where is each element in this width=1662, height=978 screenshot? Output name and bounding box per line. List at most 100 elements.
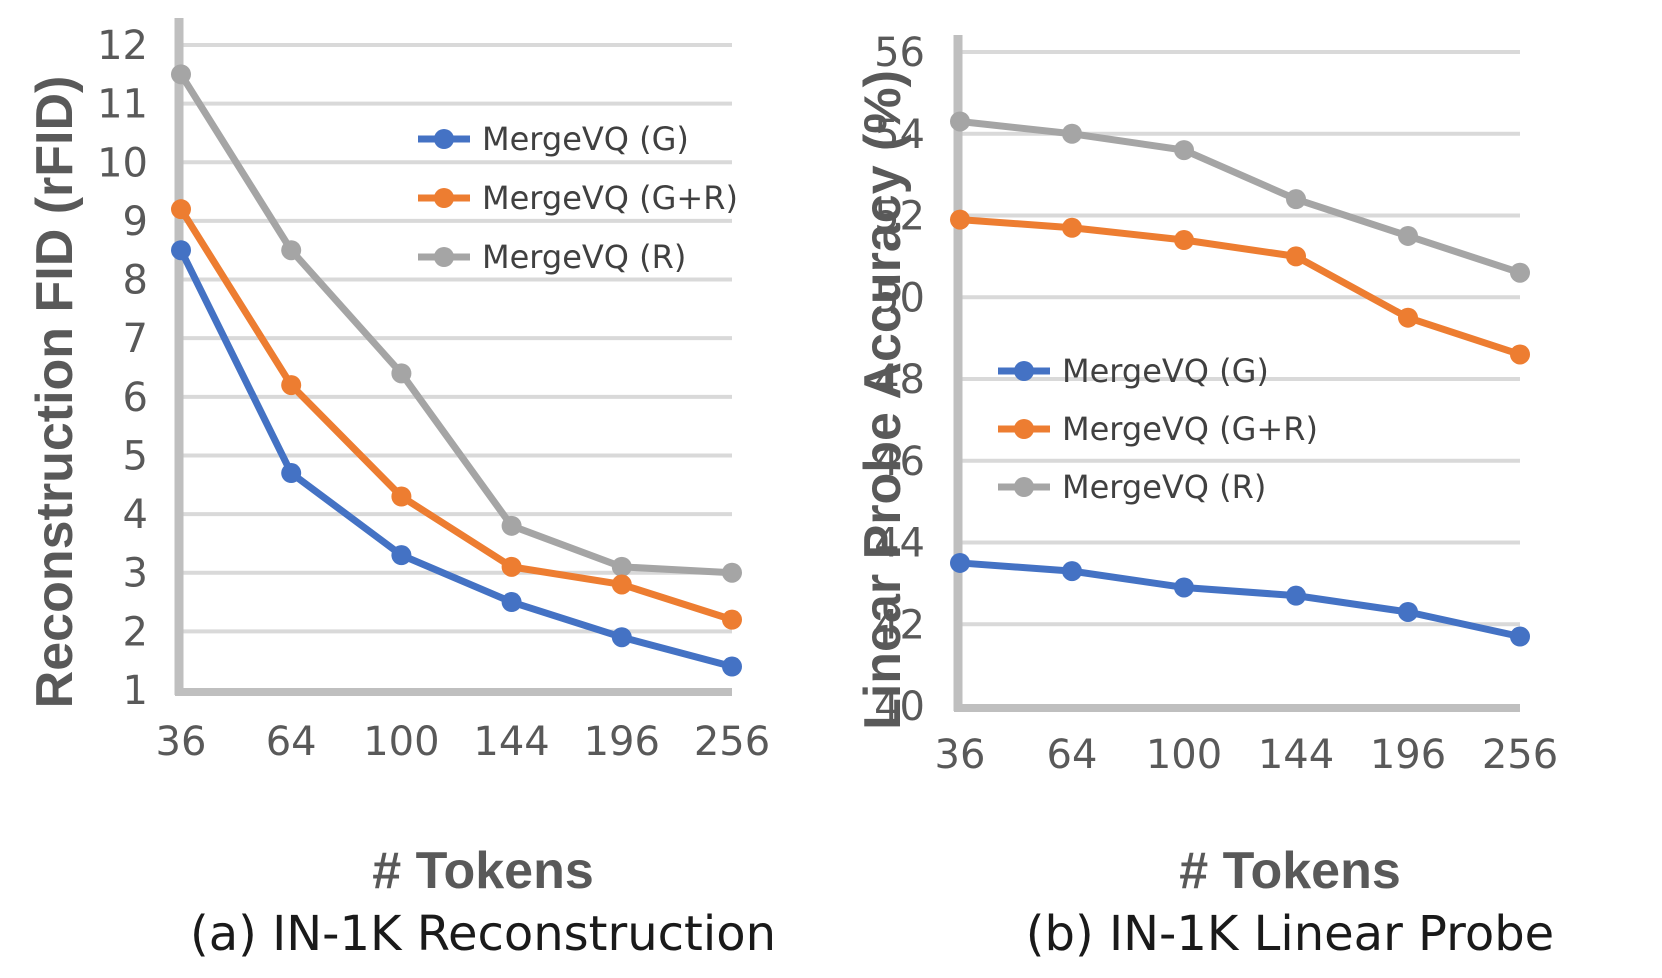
data-point-r xyxy=(171,64,191,85)
data-point-g xyxy=(722,656,742,677)
panel-caption: (b) IN-1K Linear Probe xyxy=(1026,906,1554,962)
y-tick-label: 46 xyxy=(874,439,925,485)
x-tick-label: 256 xyxy=(1482,732,1558,778)
x-tick-labels: 36 64 100 144 196 256 xyxy=(156,719,771,765)
x-tick-labels: 36 64 100 144 196 256 xyxy=(935,732,1559,778)
legend-label: MergeVQ (G+R) xyxy=(1062,410,1318,448)
series-lines xyxy=(950,111,1530,647)
y-tick-label: 11 xyxy=(97,82,148,128)
legend-marker xyxy=(1014,419,1034,439)
data-point-g xyxy=(501,592,522,613)
y-tick-label: 7 xyxy=(123,316,148,362)
data-point-g xyxy=(1174,577,1194,598)
data-point-gr xyxy=(1174,230,1194,251)
y-tick-label: 56 xyxy=(874,30,925,76)
data-point-gr xyxy=(611,574,632,595)
series-line-gr xyxy=(177,205,736,624)
data-point-gr xyxy=(1398,307,1418,328)
y-tick-label: 1 xyxy=(123,668,148,714)
legend-label: MergeVQ (R) xyxy=(1062,468,1266,506)
data-point-g xyxy=(391,545,412,566)
grid-lines xyxy=(181,43,732,634)
data-point-gr xyxy=(1286,246,1306,267)
data-point-r xyxy=(281,240,302,261)
axes xyxy=(174,18,732,696)
legend-label: MergeVQ (G) xyxy=(1062,352,1269,390)
data-point-g xyxy=(171,240,191,261)
legend-label: MergeVQ (G+R) xyxy=(482,179,738,217)
data-point-gr xyxy=(501,556,522,577)
x-tick-label: 196 xyxy=(1370,732,1446,778)
data-point-gr xyxy=(722,609,742,630)
data-point-g xyxy=(611,627,632,648)
series-lines xyxy=(171,64,742,677)
x-tick-label: 196 xyxy=(584,719,660,765)
grid-lines xyxy=(960,50,1520,627)
data-point-gr xyxy=(1510,344,1530,365)
data-point-g xyxy=(1286,585,1306,606)
legend-label: MergeVQ (G) xyxy=(482,120,689,158)
data-point-r xyxy=(1398,225,1418,246)
legend: MergeVQ (G) MergeVQ (G+R) MergeVQ (R) xyxy=(418,120,738,276)
data-point-r xyxy=(1286,189,1306,210)
x-axis-title: # Tokens xyxy=(372,842,594,900)
x-tick-label: 36 xyxy=(935,732,986,778)
y-tick-label: 4 xyxy=(123,492,148,538)
y-tick-label: 44 xyxy=(874,521,925,567)
x-tick-label: 64 xyxy=(1047,732,1098,778)
data-point-r xyxy=(1510,262,1530,283)
data-point-g xyxy=(281,463,302,484)
y-tick-label: 50 xyxy=(874,275,925,321)
data-point-r xyxy=(950,111,970,132)
data-point-gr xyxy=(950,209,970,230)
data-point-r xyxy=(1174,140,1194,161)
data-point-g xyxy=(1398,601,1418,622)
data-point-gr xyxy=(1062,217,1082,238)
y-tick-label: 40 xyxy=(874,684,925,730)
x-axis-title: # Tokens xyxy=(1179,842,1401,900)
y-tick-label: 52 xyxy=(874,194,925,240)
y-tick-label: 10 xyxy=(97,140,148,186)
legend: MergeVQ (G) MergeVQ (G+R) MergeVQ (R) xyxy=(998,352,1318,506)
data-point-gr xyxy=(391,486,412,507)
x-tick-label: 100 xyxy=(1146,732,1222,778)
data-point-gr xyxy=(171,199,191,220)
x-tick-label: 144 xyxy=(1258,732,1334,778)
x-tick-label: 100 xyxy=(363,719,439,765)
data-point-r xyxy=(501,515,522,536)
x-tick-label: 256 xyxy=(694,719,770,765)
legend-marker xyxy=(434,247,454,267)
series-line-gr xyxy=(956,216,1524,358)
series-line-g xyxy=(956,559,1524,641)
y-tick-label: 12 xyxy=(97,23,148,69)
series-line-g xyxy=(177,246,736,671)
y-tick-label: 2 xyxy=(123,609,148,655)
legend-marker xyxy=(434,188,454,208)
legend-label: MergeVQ (R) xyxy=(482,238,686,276)
data-point-g xyxy=(1062,561,1082,582)
x-tick-label: 36 xyxy=(156,719,207,765)
series-line-r xyxy=(956,117,1524,277)
y-tick-label: 6 xyxy=(123,375,148,421)
data-point-r xyxy=(722,562,742,583)
x-tick-label: 144 xyxy=(473,719,549,765)
data-point-g xyxy=(1510,626,1530,647)
y-tick-label: 3 xyxy=(123,551,148,597)
y-tick-label: 42 xyxy=(874,602,925,648)
legend-marker xyxy=(1014,361,1034,381)
legend-marker xyxy=(434,129,454,149)
panel-caption: (a) IN-1K Reconstruction xyxy=(190,906,776,962)
axes xyxy=(953,35,1520,712)
data-point-g xyxy=(950,552,970,573)
y-tick-label: 54 xyxy=(874,112,925,158)
y-tick-label: 48 xyxy=(874,357,925,403)
panel-b-linear-probe: 40 42 44 46 48 50 52 54 56 36 64 100 144 196 256 Merg… xyxy=(854,30,1558,962)
y-axis-title: Linear Probe Accuracy (%) xyxy=(854,70,912,730)
y-axis-title: Reconstruction FID (rFID) xyxy=(26,76,84,709)
data-point-r xyxy=(391,363,412,384)
y-tick-label: 9 xyxy=(123,199,148,245)
data-point-gr xyxy=(281,375,302,396)
